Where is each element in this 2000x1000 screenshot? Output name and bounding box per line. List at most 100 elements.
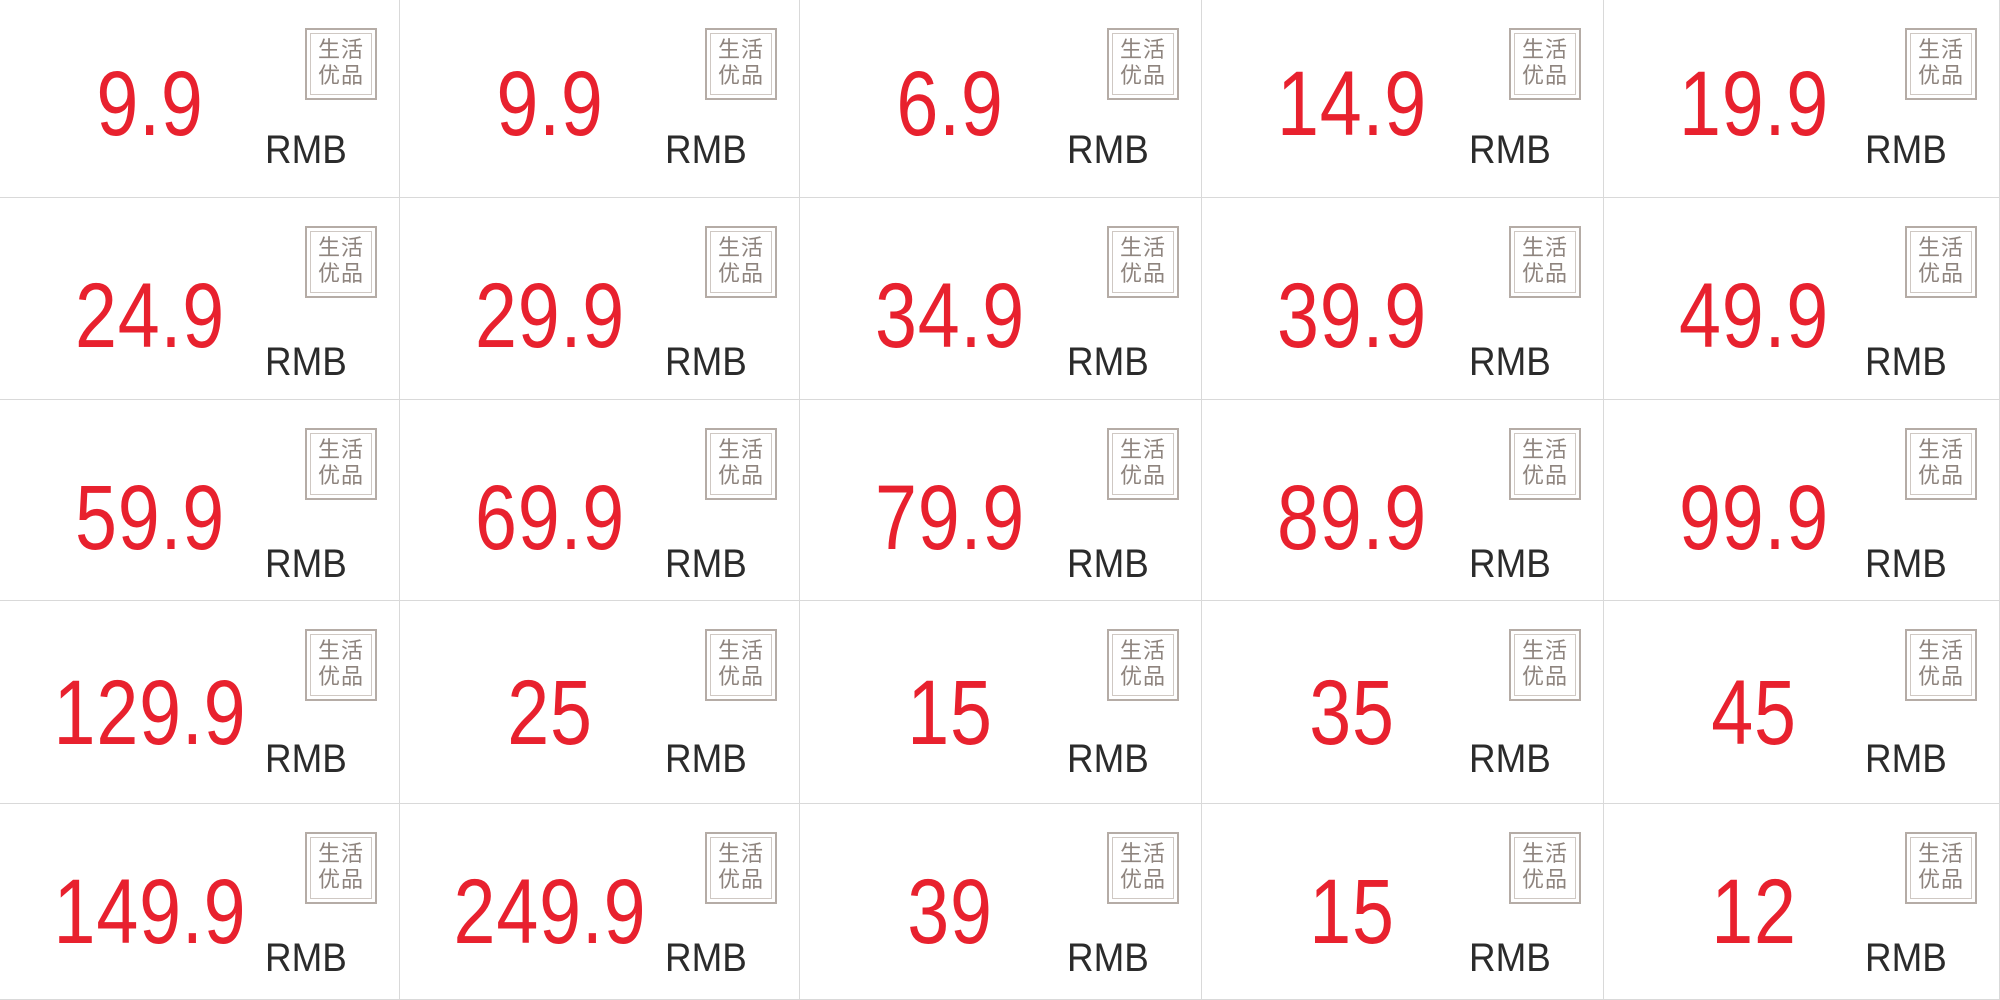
- brand-stamp-line-1: 生活: [1521, 236, 1568, 261]
- brand-stamp-frame: 生活 优品: [710, 634, 772, 696]
- brand-stamp-logo: 生活 优品: [705, 629, 777, 701]
- brand-stamp-line-1: 生活: [1119, 842, 1166, 867]
- brand-stamp-line-2: 优品: [717, 665, 764, 690]
- price-value: 59.9: [74, 467, 226, 569]
- brand-stamp-line-2: 优品: [1119, 868, 1166, 893]
- brand-stamp-logo: 生活 优品: [1107, 629, 1179, 701]
- brand-stamp-line-2: 优品: [717, 868, 764, 893]
- price-tag: 14.9 RMB 生活 优品: [1202, 0, 1604, 198]
- price-value: 15: [1309, 861, 1395, 963]
- currency-label: RMB: [1865, 128, 1947, 172]
- brand-stamp-line-1: 生活: [1119, 438, 1166, 463]
- currency-label: RMB: [1067, 737, 1149, 781]
- brand-stamp-logo: 生活 优品: [1905, 226, 1977, 298]
- brand-stamp-line-1: 生活: [717, 639, 764, 664]
- price-value: 34.9: [874, 265, 1026, 367]
- brand-stamp-frame: 生活 优品: [310, 634, 372, 696]
- brand-stamp-line-1: 生活: [1917, 438, 1964, 463]
- currency-label: RMB: [665, 936, 747, 980]
- brand-stamp-logo: 生活 优品: [1509, 832, 1581, 904]
- price-value: 6.9: [896, 53, 1004, 155]
- price-value: 25: [507, 662, 593, 764]
- price-tag: 129.9 RMB 生活 优品: [0, 601, 400, 804]
- currency-label: RMB: [1865, 737, 1947, 781]
- price-value: 39: [907, 861, 993, 963]
- brand-stamp-logo: 生活 优品: [1107, 226, 1179, 298]
- brand-stamp-line-2: 优品: [1521, 64, 1568, 89]
- brand-stamp-frame: 生活 优品: [310, 33, 372, 95]
- brand-stamp-logo: 生活 优品: [305, 28, 377, 100]
- price-value: 149.9: [53, 861, 247, 963]
- price-value: 15: [907, 662, 993, 764]
- price-tag: 15 RMB 生活 优品: [1202, 804, 1604, 1000]
- price-tag: 249.9 RMB 生活 优品: [400, 804, 800, 1000]
- brand-stamp-line-1: 生活: [717, 842, 764, 867]
- price-value: 9.9: [96, 53, 204, 155]
- brand-stamp-line-1: 生活: [717, 236, 764, 261]
- price-value: 12: [1711, 861, 1797, 963]
- price-tag: 149.9 RMB 生活 优品: [0, 804, 400, 1000]
- brand-stamp-frame: 生活 优品: [1910, 33, 1972, 95]
- brand-stamp-line-2: 优品: [717, 64, 764, 89]
- brand-stamp-line-2: 优品: [1917, 665, 1964, 690]
- brand-stamp-frame: 生活 优品: [710, 231, 772, 293]
- price-tag: 15 RMB 生活 优品: [800, 601, 1202, 804]
- brand-stamp-line-1: 生活: [1917, 842, 1964, 867]
- brand-stamp-line-2: 优品: [1119, 262, 1166, 287]
- brand-stamp-logo: 生活 优品: [1107, 428, 1179, 500]
- brand-stamp-frame: 生活 优品: [1112, 837, 1174, 899]
- brand-stamp-frame: 生活 优品: [1112, 33, 1174, 95]
- price-value: 89.9: [1276, 467, 1428, 569]
- brand-stamp-frame: 生活 优品: [1514, 33, 1576, 95]
- brand-stamp-frame: 生活 优品: [1514, 231, 1576, 293]
- brand-stamp-logo: 生活 优品: [705, 226, 777, 298]
- brand-stamp-frame: 生活 优品: [1910, 634, 1972, 696]
- brand-stamp-line-1: 生活: [1119, 236, 1166, 261]
- brand-stamp-frame: 生活 优品: [310, 837, 372, 899]
- currency-label: RMB: [265, 128, 347, 172]
- brand-stamp-frame: 生活 优品: [710, 837, 772, 899]
- brand-stamp-frame: 生活 优品: [1112, 634, 1174, 696]
- price-value: 9.9: [496, 53, 604, 155]
- brand-stamp-line-1: 生活: [717, 438, 764, 463]
- brand-stamp-line-1: 生活: [1119, 639, 1166, 664]
- price-tag: 9.9 RMB 生活 优品: [400, 0, 800, 198]
- brand-stamp-logo: 生活 优品: [705, 428, 777, 500]
- brand-stamp-frame: 生活 优品: [1910, 837, 1972, 899]
- price-tag: 39.9 RMB 生活 优品: [1202, 198, 1604, 400]
- brand-stamp-frame: 生活 优品: [1514, 433, 1576, 495]
- brand-stamp-logo: 生活 优品: [1905, 832, 1977, 904]
- currency-label: RMB: [265, 542, 347, 586]
- price-tag: 35 RMB 生活 优品: [1202, 601, 1604, 804]
- currency-label: RMB: [1067, 936, 1149, 980]
- brand-stamp-line-1: 生活: [317, 639, 364, 664]
- price-value: 29.9: [474, 265, 626, 367]
- price-tag: 89.9 RMB 生活 优品: [1202, 400, 1604, 601]
- price-tag: 6.9 RMB 生活 优品: [800, 0, 1202, 198]
- price-value: 14.9: [1276, 53, 1428, 155]
- brand-stamp-line-2: 优品: [1521, 868, 1568, 893]
- price-value: 39.9: [1276, 265, 1428, 367]
- currency-label: RMB: [1469, 542, 1551, 586]
- currency-label: RMB: [665, 340, 747, 384]
- brand-stamp-frame: 生活 优品: [1514, 837, 1576, 899]
- brand-stamp-line-2: 优品: [1119, 64, 1166, 89]
- brand-stamp-line-2: 优品: [717, 262, 764, 287]
- price-value: 49.9: [1678, 265, 1830, 367]
- brand-stamp-frame: 生活 优品: [310, 231, 372, 293]
- brand-stamp-logo: 生活 优品: [705, 28, 777, 100]
- brand-stamp-logo: 生活 优品: [1509, 428, 1581, 500]
- brand-stamp-line-2: 优品: [1917, 64, 1964, 89]
- brand-stamp-line-2: 优品: [1119, 665, 1166, 690]
- brand-stamp-line-2: 优品: [317, 868, 364, 893]
- brand-stamp-frame: 生活 优品: [710, 433, 772, 495]
- brand-stamp-frame: 生活 优品: [1112, 231, 1174, 293]
- price-tag: 19.9 RMB 生活 优品: [1604, 0, 2000, 198]
- brand-stamp-line-1: 生活: [1917, 38, 1964, 63]
- brand-stamp-line-1: 生活: [1521, 38, 1568, 63]
- price-value: 19.9: [1678, 53, 1830, 155]
- currency-label: RMB: [265, 340, 347, 384]
- brand-stamp-logo: 生活 优品: [305, 629, 377, 701]
- currency-label: RMB: [665, 737, 747, 781]
- price-tag: 9.9 RMB 生活 优品: [0, 0, 400, 198]
